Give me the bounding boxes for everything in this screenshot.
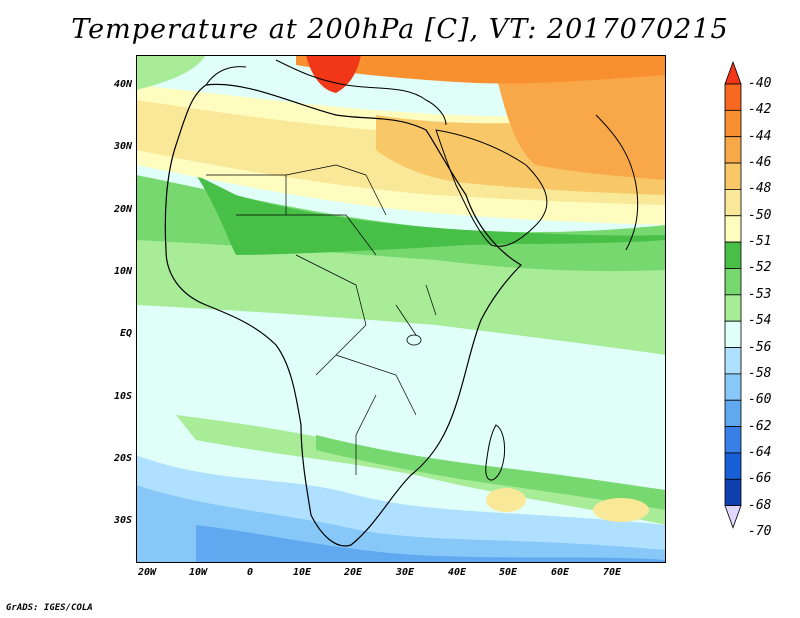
lon-label: 20W [137, 567, 157, 578]
field-deep-orange [296, 55, 666, 84]
africa-coastline [164, 83, 522, 547]
field-southern-deep-blue [196, 525, 666, 563]
colorbar-level-label: -52 [748, 260, 772, 276]
lat-label: 20N [113, 204, 132, 215]
colorbar-swatch [724, 347, 742, 375]
temperature-map [136, 55, 666, 563]
colorbar-level-label: -48 [748, 181, 772, 197]
colorbar-top-arrow [724, 60, 742, 85]
lon-label: 10W [188, 567, 208, 578]
colorbar-level-label: -44 [748, 128, 772, 144]
grads-credit: GrADS: IGES/COLA [6, 603, 93, 613]
colorbar-level-label: -50 [748, 207, 772, 223]
colorbar-level-label: -64 [748, 444, 772, 460]
colorbar-swatch [724, 426, 742, 454]
colorbar-swatch [724, 162, 742, 190]
colorbar-swatch [724, 109, 742, 138]
colorbar-swatch [724, 320, 742, 348]
map-border [136, 55, 666, 563]
colorbar-level-label: -60 [748, 392, 772, 408]
lat-label: 10N [113, 266, 132, 277]
colorbar-level-label: -53 [748, 286, 772, 302]
lon-label: 10E [292, 567, 312, 578]
colorbar-swatch [724, 215, 742, 243]
lat-label: 30S [113, 515, 132, 526]
lat-label: 20S [113, 453, 132, 464]
colorbar-level-label: -66 [748, 471, 772, 487]
colorbar-swatch [724, 399, 742, 427]
madagascar-coastline [485, 424, 506, 481]
colorbar: -40 -42 -44 -46 -48 -50 -51 -52 -53 -54 -56 -58 -60 -… [718, 60, 798, 560]
lon-label: 20E [343, 567, 363, 578]
arabia-coastline [435, 129, 548, 247]
colorbar-swatch [724, 136, 742, 164]
lat-label: 40N [113, 79, 132, 90]
field-warm-blob-2 [593, 498, 649, 522]
colorbar-swatch [724, 83, 742, 111]
lake-victoria [406, 334, 422, 346]
field-red-patch [306, 55, 361, 93]
india-coastline [595, 114, 639, 251]
lat-label: EQ [119, 328, 132, 339]
colorbar-swatch [724, 478, 742, 507]
colorbar-level-label: -56 [748, 339, 772, 355]
colorbar-level-label: -40 [748, 76, 772, 91]
colorbar-swatch [724, 241, 742, 269]
lon-label: 0 [246, 567, 254, 578]
colorbar-level-label: -51 [748, 234, 772, 250]
lat-label: 10S [113, 391, 132, 402]
europe-coastline [205, 59, 447, 126]
colorbar-swatch [724, 452, 742, 480]
colorbar-svg [724, 60, 742, 529]
field-warm-blob-1 [486, 488, 526, 512]
colorbar-swatch [724, 294, 742, 322]
colorbar-level-label: -62 [748, 418, 772, 434]
colorbar-level-label: -70 [748, 524, 772, 539]
lon-label: 30E [395, 567, 415, 578]
colorbar-swatch [724, 373, 742, 401]
map-panel [136, 55, 666, 563]
colorbar-level-label: -54 [748, 313, 772, 329]
field-orange [496, 70, 666, 180]
colorbar-level-label: -68 [748, 497, 772, 513]
lon-label: 60E [550, 567, 570, 578]
field-southern-green-core [316, 435, 666, 510]
lat-label: 30N [113, 141, 132, 152]
country-borders [206, 164, 437, 475]
field-nw-green [136, 55, 206, 90]
colorbar-level-label: -42 [748, 102, 772, 118]
lon-label: 70E [602, 567, 622, 578]
map-title: Temperature at 200hPa [C], VT: 201707021… [71, 14, 729, 45]
colorbar-swatch [724, 189, 742, 217]
field-northern-green-dark [196, 175, 666, 255]
colorbar-level-label: -46 [748, 155, 772, 171]
colorbar-bottom-arrow [724, 505, 742, 529]
colorbar-swatch [724, 268, 742, 296]
lon-label: 50E [498, 567, 518, 578]
lon-label: 40E [447, 567, 467, 578]
colorbar-level-label: -58 [748, 365, 772, 381]
